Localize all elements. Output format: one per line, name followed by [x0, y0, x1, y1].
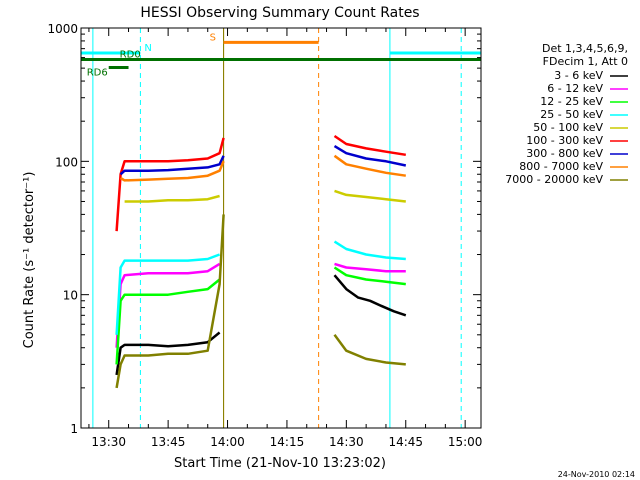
legend-label: 3 - 6 keV [554, 69, 603, 82]
legend-label: 6 - 12 keV [547, 82, 603, 95]
series-line-5 [334, 189, 406, 203]
y-axis-label: Count Rate (s⁻¹ detector⁻¹) [22, 172, 37, 349]
legend-label: 12 - 25 keV [540, 95, 603, 108]
x-tick-label: 13:30 [91, 435, 126, 449]
series-line-2 [115, 262, 221, 348]
legend-label: 7000 - 20000 keV [505, 173, 603, 186]
legend-label: 800 - 7000 keV [519, 160, 603, 173]
generation-timestamp: 24-Nov-2010 02:14 [558, 470, 635, 479]
y-tick-label: 1 [70, 422, 78, 436]
series-line-8 [119, 160, 225, 182]
chart-title: HESSI Observing Summary Count Rates [140, 5, 419, 21]
legend-header: FDecim 1, Att 0 [543, 55, 628, 68]
x-tick-label: 15:00 [448, 435, 483, 449]
series-line-4 [115, 253, 221, 335]
series-line-4 [333, 240, 406, 261]
series-group [115, 134, 407, 389]
series-line-6 [115, 137, 225, 232]
series-line-5 [124, 194, 220, 203]
legend-header: Det 1,3,4,5,6,9, [542, 42, 628, 55]
series-line-3 [115, 278, 221, 365]
axes: 13:30 13:45 14:00 14:15 14:30 14:45 15:00 1 10 10… [47, 22, 482, 449]
plot-frame [80, 27, 482, 429]
series-line-9 [115, 214, 225, 389]
x-tick-label: 14:45 [388, 435, 423, 449]
series-line-7 [119, 155, 225, 176]
series-line-2 [334, 262, 406, 273]
x-tick-label: 13:45 [151, 435, 186, 449]
legend-label: 50 - 100 keV [533, 121, 603, 134]
legend-label: 25 - 50 keV [540, 108, 603, 121]
x-tick-label: 14:00 [210, 435, 245, 449]
series-line-1 [333, 274, 407, 317]
y-tick-label: 1000 [47, 22, 78, 36]
series-line-9 [333, 334, 406, 366]
x-axis-label: Start Time (21-Nov-10 13:23:02) [174, 456, 386, 471]
series-line-8 [333, 154, 406, 177]
series-line-3 [333, 266, 406, 286]
status-bar-label-rd6: RD6 [87, 68, 108, 79]
series-line-6 [333, 134, 406, 157]
status-bar-label-rd0: RD0 [120, 50, 141, 61]
status-bars: N S RD0 RD6 [81, 32, 481, 79]
time-markers [92, 28, 462, 428]
y-tick-label: 10 [63, 289, 78, 303]
legend-label: 300 - 800 keV [526, 147, 603, 160]
series-line-7 [333, 145, 407, 167]
x-tick-label: 14:15 [270, 435, 305, 449]
y-tick-label: 100 [55, 155, 78, 169]
x-tick-label: 14:30 [329, 435, 364, 449]
status-bar-label-s: S [210, 32, 216, 43]
series-line-1 [115, 331, 221, 376]
status-bar-label-n: N [144, 43, 151, 54]
legend: Det 1,3,4,5,6,9,FDecim 1, Att 03 - 6 keV… [505, 42, 628, 186]
legend-label: 100 - 300 keV [526, 134, 603, 147]
